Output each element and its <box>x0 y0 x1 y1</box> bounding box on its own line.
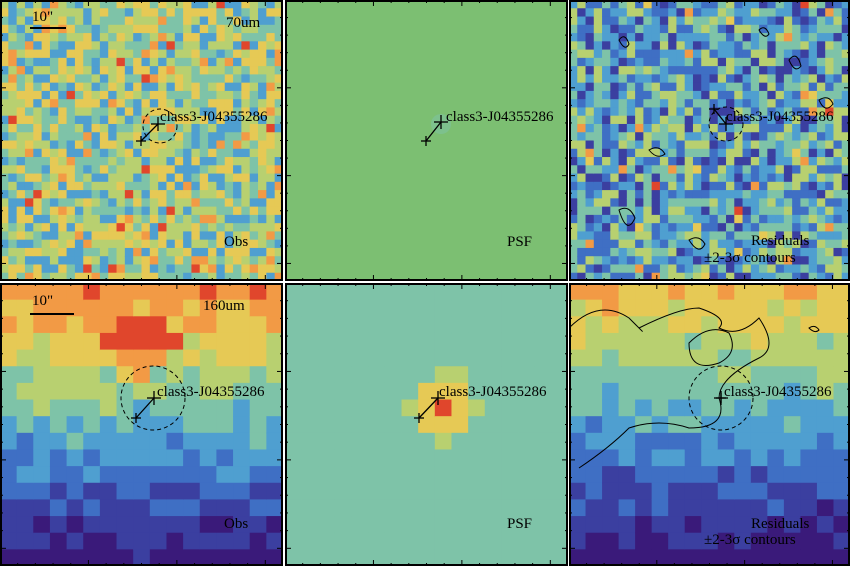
residual-70um-panel: class3-J04355286 Residuals ±2-3σ contour… <box>569 0 850 281</box>
psf-70um-panel: class3-J04355286 PSF <box>285 0 568 281</box>
psf-160um-panel: class3-J04355286 PSF <box>285 283 568 566</box>
panel-label: Residuals <box>751 233 810 249</box>
source-label: class3-J04355286 <box>439 384 547 400</box>
source-label: class3-J04355286 <box>724 384 832 400</box>
panel-label: Obs <box>224 516 249 532</box>
band-label: 70um <box>226 15 261 31</box>
source-label: class3-J04355286 <box>446 109 554 125</box>
obs-70um-panel: 10" 70um class3-J04355286 Obs <box>0 0 283 281</box>
panel-label: Residuals <box>751 516 810 532</box>
panel-label: Obs <box>224 234 249 250</box>
scale-bar <box>30 27 66 29</box>
panel-sublabel: ±2-3σ contours <box>704 532 796 548</box>
source-label: class3-J04355286 <box>157 384 265 400</box>
panel-sublabel: ±2-3σ contours <box>704 250 796 266</box>
psf-70um-heatmap <box>285 0 568 281</box>
residual-70um-heatmap <box>569 0 850 281</box>
obs-160um-heatmap <box>0 283 283 566</box>
obs-160um-panel: 10" 160um class3-J04355286 Obs <box>0 283 283 566</box>
source-label: class3-J04355286 <box>726 109 834 125</box>
scale-bar-label: 10" <box>32 293 54 309</box>
obs-70um-heatmap <box>0 0 283 281</box>
band-label: 160um <box>203 298 245 314</box>
source-label: class3-J04355286 <box>160 109 268 125</box>
residual-160um-heatmap <box>569 283 850 566</box>
residual-160um-panel: class3-J04355286 Residuals ±2-3σ contour… <box>569 283 850 566</box>
scale-bar <box>30 313 74 315</box>
scale-bar-label: 10" <box>32 9 54 25</box>
panel-label: PSF <box>507 516 533 532</box>
psf-160um-heatmap <box>285 283 568 566</box>
panel-label: PSF <box>507 234 533 250</box>
